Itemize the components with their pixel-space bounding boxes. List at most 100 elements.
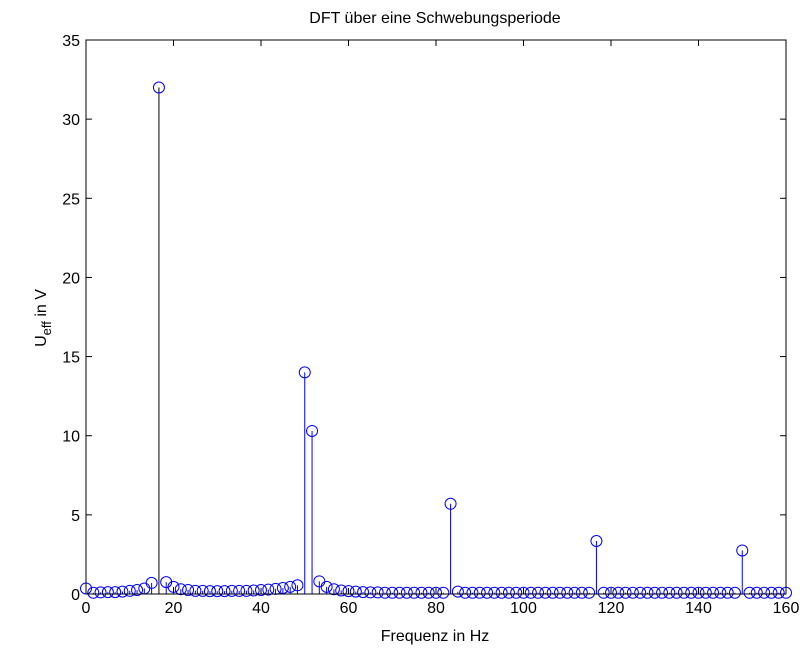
- x-tick-label: 140: [685, 600, 712, 617]
- stem-marker: [357, 586, 370, 599]
- stem-marker: [444, 497, 457, 510]
- y-tick-label: 30: [62, 112, 80, 129]
- stem-marker: [386, 586, 399, 599]
- stem-marker: [174, 583, 187, 596]
- stem-marker: [255, 584, 267, 597]
- stem-marker: [590, 534, 603, 547]
- stem-marker: [94, 586, 107, 599]
- x-tick-label: 20: [165, 600, 183, 617]
- stem-marker: [422, 586, 435, 599]
- stem-marker: [561, 586, 574, 599]
- stem-marker: [721, 586, 734, 599]
- stem-marker: [685, 586, 698, 599]
- stem-marker: [743, 586, 756, 599]
- stem-marker: [320, 580, 333, 593]
- y-tick-label: 20: [62, 270, 80, 287]
- stem-marker: [692, 586, 705, 599]
- stem-marker: [641, 586, 654, 599]
- y-axis-label-unit: in V: [33, 289, 50, 321]
- stem-marker: [306, 424, 319, 437]
- x-axis-ticks: 0 20 40 60 80 100 120 140 160: [82, 40, 800, 617]
- stem-marker: [495, 586, 508, 599]
- stem-marker: [101, 586, 114, 599]
- stem-marker: [473, 586, 486, 599]
- y-axis-label-subscript: eff: [39, 321, 54, 336]
- stem-marker: [378, 586, 391, 599]
- stem-marker: [532, 586, 545, 599]
- stem-marker: [189, 584, 202, 597]
- stem-marker: [466, 586, 479, 599]
- stem-marker: [415, 586, 428, 599]
- marker-layer: [80, 81, 792, 599]
- stem-marker: [393, 586, 406, 599]
- stem-marker: [291, 579, 304, 592]
- stem-marker: [211, 585, 224, 598]
- stem-marker: [408, 586, 421, 599]
- stem-marker: [626, 586, 639, 599]
- stem-marker: [123, 584, 136, 597]
- y-tick-label: 25: [62, 191, 80, 208]
- stem-marker: [240, 584, 253, 597]
- chart-title: DFT über eine Schwebungsperiode: [309, 10, 561, 27]
- stem-marker: [298, 366, 311, 379]
- stem-marker: [116, 585, 129, 598]
- y-tick-label: 10: [62, 429, 80, 446]
- stem-marker: [349, 585, 362, 598]
- stem-marker: [765, 586, 778, 599]
- y-tick-label: 5: [71, 508, 80, 525]
- stem-marker: [182, 584, 195, 597]
- stem-marker: [546, 586, 559, 599]
- stem-marker: [203, 585, 216, 598]
- stem-marker: [459, 586, 472, 599]
- stem-marker: [196, 584, 209, 597]
- stem-marker: [327, 583, 340, 596]
- stem-marker: [247, 584, 260, 597]
- x-axis-label: Frequenz in Hz: [381, 628, 490, 645]
- stem-marker: [342, 585, 355, 598]
- stem-marker: [539, 586, 552, 599]
- stem-marker: [707, 586, 720, 599]
- stem-marker: [736, 544, 749, 557]
- stem-marker: [131, 584, 144, 597]
- y-axis-label-main: U: [33, 335, 50, 347]
- stem-marker: [488, 586, 501, 599]
- stem-marker: [517, 586, 530, 599]
- stem-marker: [728, 586, 741, 599]
- x-tick-label: 100: [510, 600, 537, 617]
- y-axis-label: Ueff in V: [33, 289, 54, 347]
- stem-marker: [634, 586, 647, 599]
- stem-marker: [758, 586, 771, 599]
- stem-marker: [451, 585, 464, 598]
- stem-marker: [481, 586, 494, 599]
- y-tick-label: 0: [71, 587, 80, 604]
- stem-marker: [233, 584, 246, 597]
- stem-marker: [218, 585, 231, 598]
- stem-marker: [364, 586, 377, 599]
- stem-marker: [437, 586, 450, 599]
- stem-marker: [772, 586, 785, 599]
- stem-marker: [276, 581, 289, 594]
- x-tick-label: 160: [773, 600, 800, 617]
- stem-marker: [583, 586, 596, 599]
- stem-marker: [524, 586, 537, 599]
- stem-marker: [575, 586, 588, 599]
- stem-marker: [371, 586, 384, 599]
- stem-marker: [750, 586, 763, 599]
- stem-marker: [225, 584, 238, 597]
- stem-marker: [605, 586, 617, 599]
- stem-marker: [400, 586, 413, 599]
- stem-marker: [597, 586, 610, 599]
- stem-marker: [677, 586, 690, 599]
- y-tick-label: 15: [62, 350, 80, 367]
- stem-marker: [145, 576, 158, 589]
- x-tick-label: 80: [427, 600, 445, 617]
- stem-marker: [152, 81, 165, 94]
- stem-marker: [284, 580, 297, 593]
- stem-marker: [714, 586, 727, 599]
- y-axis-ticks: 0 5 10 15 20 25 30 35: [62, 33, 786, 604]
- stem-marker: [262, 583, 275, 596]
- stem-marker: [612, 586, 625, 599]
- x-tick-label: 60: [340, 600, 358, 617]
